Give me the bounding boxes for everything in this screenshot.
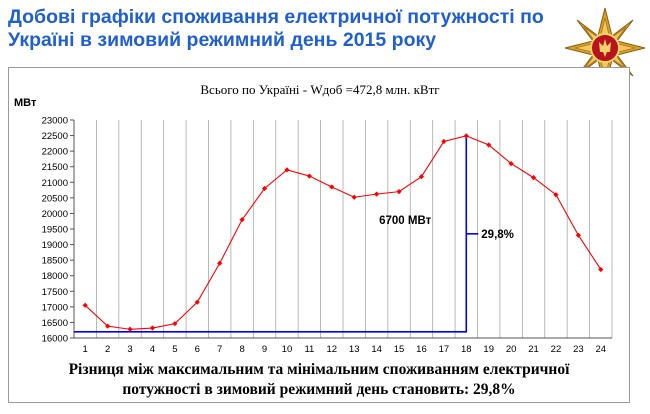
series-line [84, 135, 602, 330]
y-tick-label: 20500 [42, 193, 68, 204]
min-max-bracket [74, 135, 468, 333]
data-point [418, 174, 425, 180]
axes [70, 119, 612, 339]
data-point [261, 185, 268, 192]
footer-line-2: потужності в зимовий режимний день стано… [122, 381, 516, 398]
page-title: Добові графіки споживання електричної по… [8, 6, 563, 52]
emblem-trident [599, 39, 611, 57]
page-title-line-1: Добові графіки споживання електричної по… [8, 6, 544, 28]
x-tick-label: 11 [304, 344, 314, 355]
x-tick-label: 22 [551, 344, 562, 355]
y-tick-label: 16000 [42, 334, 68, 345]
x-tick-label: 6 [195, 344, 200, 355]
x-tick-label: 10 [282, 344, 293, 355]
y-tick-label: 21000 [42, 178, 68, 189]
footer-note: Різниця між максимальним та мінімальним … [8, 360, 630, 400]
x-tick-label: 14 [371, 344, 382, 355]
data-point [351, 194, 357, 200]
series [82, 133, 604, 332]
data-point [306, 173, 312, 179]
x-tick-label: 24 [596, 344, 607, 355]
x-tick-label: 2 [105, 344, 110, 355]
y-tick-label: 16500 [42, 318, 68, 329]
x-tick-label: 9 [262, 344, 267, 355]
data-point [396, 189, 402, 195]
x-tick-label: 8 [239, 344, 244, 355]
y-tick-label: 22500 [42, 131, 68, 142]
y-tick-label: 17500 [42, 287, 68, 298]
annotations: 6700 МВт 29,8% [74, 135, 514, 333]
y-tick-label: 17000 [42, 302, 68, 313]
x-tick-label: 5 [172, 344, 177, 355]
data-point [284, 167, 290, 173]
x-tick-label: 20 [506, 344, 517, 355]
x-tick-label: 13 [349, 344, 360, 355]
data-point [463, 133, 469, 139]
x-tick-label: 7 [217, 344, 222, 355]
y-tick-label: 22000 [42, 147, 68, 158]
difference-label: 6700 МВт [379, 215, 432, 227]
x-tick-label: 23 [573, 344, 584, 355]
x-tick-label: 1 [83, 344, 88, 355]
footer-line-1: Різниця між максимальним та мінімальним … [68, 361, 570, 378]
data-point [172, 321, 178, 327]
data-point [105, 323, 111, 329]
y-axis-label: МВт [14, 97, 37, 109]
data-point [530, 175, 537, 181]
data-point [194, 299, 200, 305]
chart-frame [8, 67, 630, 403]
y-tick-label: 19500 [42, 225, 68, 236]
percent-label: 29,8% [481, 229, 514, 241]
x-tick-label: 12 [327, 344, 338, 355]
x-tick-label: 16 [416, 344, 427, 355]
y-tick-label: 18500 [42, 256, 68, 267]
x-tick-label: 15 [394, 344, 405, 355]
chart-title: Всього по Україні - Wдоб =472,8 млн. кВт… [200, 82, 439, 97]
y-tick-label: 21500 [42, 162, 68, 173]
x-tick-label: 18 [461, 344, 472, 355]
data-point [329, 184, 335, 190]
grid-lines [73, 120, 613, 338]
data-point [486, 142, 492, 148]
y-tick-labels: 16000 16500 17000 17500 18000 18500 19000 19500… [42, 116, 68, 345]
data-point [508, 161, 514, 167]
data-point [217, 260, 223, 266]
data-point [553, 192, 559, 198]
data-point [82, 302, 88, 308]
x-tick-label: 3 [127, 344, 132, 355]
data-point [575, 232, 581, 238]
x-tick-label: 21 [528, 344, 539, 355]
x-tick-label: 4 [150, 344, 155, 355]
data-point [374, 191, 380, 197]
data-point [441, 138, 447, 145]
y-tick-label: 20000 [42, 209, 68, 220]
x-tick-labels: 1 2 3 4 5 6 7 8 9 10 11 12 13 14 15 16 17 18 19 20 21 22 23 24 [83, 344, 607, 355]
y-tick-label: 18000 [42, 271, 68, 282]
data-point [239, 217, 245, 223]
data-point [598, 266, 604, 273]
x-tick-label: 19 [483, 344, 494, 355]
x-tick-label: 17 [439, 344, 450, 355]
data-point [127, 326, 133, 332]
y-tick-label: 19000 [42, 240, 68, 251]
page-title-line-2: Україні в зимовий режимний день 2015 рок… [8, 29, 437, 51]
data-point [149, 325, 156, 331]
y-tick-label: 23000 [42, 116, 68, 127]
